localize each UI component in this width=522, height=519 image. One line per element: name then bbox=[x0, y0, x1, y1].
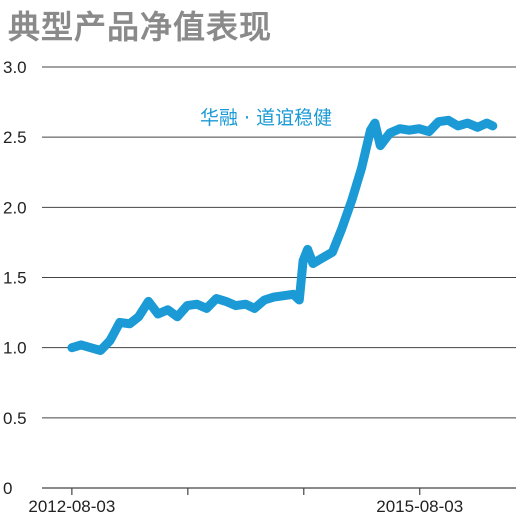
data-point bbox=[348, 196, 356, 204]
y-tick-label: 1.5 bbox=[3, 269, 27, 288]
data-point bbox=[454, 122, 462, 130]
data-point bbox=[135, 313, 143, 321]
chart-title: 典型产品净值表现 bbox=[8, 8, 273, 46]
data-point bbox=[242, 300, 250, 308]
data-point bbox=[376, 142, 384, 150]
data-point bbox=[371, 119, 379, 127]
series-label: 华融 · 道谊稳健 bbox=[200, 107, 332, 129]
data-point bbox=[183, 302, 191, 310]
data-point bbox=[328, 248, 336, 256]
data-point bbox=[474, 123, 482, 131]
data-point bbox=[299, 257, 307, 265]
data-point bbox=[77, 341, 85, 349]
y-tick-label: 1.0 bbox=[3, 339, 27, 358]
data-point bbox=[164, 306, 172, 314]
data-point bbox=[193, 300, 201, 308]
y-tick-label: 0.5 bbox=[3, 409, 27, 428]
data-point bbox=[358, 164, 366, 172]
data-point bbox=[222, 297, 230, 305]
data-point bbox=[87, 344, 95, 352]
data-point bbox=[126, 320, 134, 328]
data-point bbox=[309, 259, 317, 267]
data-point bbox=[289, 290, 297, 298]
data-point bbox=[116, 318, 124, 326]
y-tick-label: 3.0 bbox=[3, 58, 27, 77]
x-tick-label: 2012-08-03 bbox=[28, 497, 115, 516]
data-point bbox=[203, 304, 211, 312]
data-point bbox=[295, 296, 303, 304]
data-point bbox=[232, 302, 240, 310]
data-point bbox=[434, 118, 442, 126]
data-point bbox=[415, 125, 423, 133]
data-point bbox=[280, 292, 288, 300]
data-point bbox=[260, 296, 268, 304]
y-tick-label: 2.5 bbox=[3, 128, 27, 147]
data-point bbox=[270, 293, 278, 301]
data-point bbox=[396, 125, 404, 133]
data-point bbox=[106, 337, 114, 345]
data-point bbox=[444, 116, 452, 124]
data-point bbox=[483, 119, 491, 127]
data-point bbox=[144, 297, 152, 305]
data-point bbox=[96, 346, 104, 354]
data-point bbox=[304, 245, 312, 253]
data-point bbox=[405, 126, 413, 134]
y-tick-label: 2.0 bbox=[3, 198, 27, 217]
data-point bbox=[319, 254, 327, 262]
y-tick-label: 0 bbox=[3, 479, 12, 498]
data-point bbox=[173, 313, 181, 321]
data-point bbox=[338, 224, 346, 232]
data-point bbox=[251, 304, 259, 312]
data-point bbox=[366, 126, 374, 134]
data-point bbox=[464, 119, 472, 127]
data-point bbox=[212, 295, 220, 303]
data-point bbox=[154, 310, 162, 318]
series-line bbox=[67, 115, 498, 355]
data-point bbox=[68, 344, 76, 352]
x-tick-label: 2015-08-03 bbox=[376, 497, 463, 516]
data-point bbox=[425, 128, 433, 136]
data-point bbox=[489, 122, 497, 130]
data-point bbox=[386, 129, 394, 137]
